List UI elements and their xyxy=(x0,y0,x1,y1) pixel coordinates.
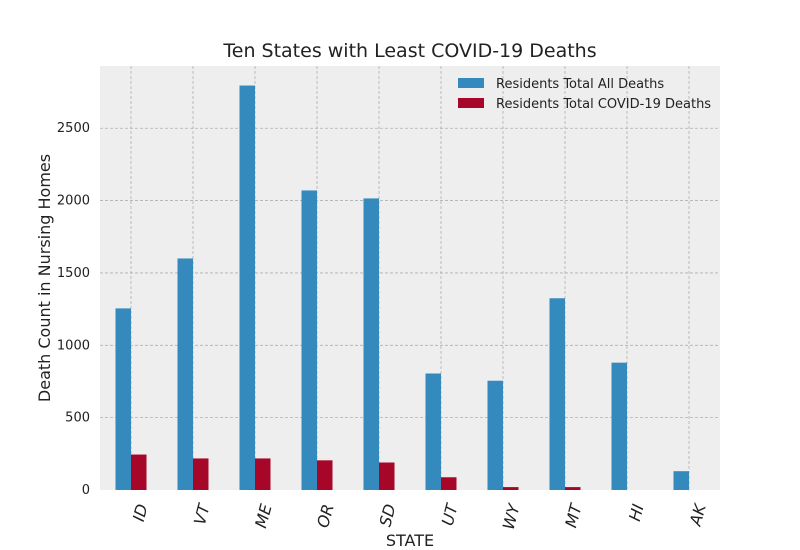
x-tick-label: UT xyxy=(438,501,462,528)
x-tick-label: HI xyxy=(625,502,648,523)
x-tick-label: WY xyxy=(499,501,524,532)
y-tick-label: 0 xyxy=(82,483,90,498)
bar-me-covid-deaths xyxy=(255,458,271,490)
y-tick-label: 1000 xyxy=(57,338,90,353)
x-axis-label: STATE xyxy=(386,531,434,550)
bar-id-all-deaths xyxy=(115,308,131,490)
bars xyxy=(115,85,689,491)
bar-ak-all-deaths xyxy=(673,471,689,490)
x-tick-label: AK xyxy=(686,501,711,529)
bar-vt-all-deaths xyxy=(177,258,193,490)
grid xyxy=(100,66,720,490)
x-tick-label: MT xyxy=(561,501,586,530)
y-axis-ticks: 0 500 1000 1500 2000 2500 xyxy=(57,121,90,498)
x-tick-label: ME xyxy=(251,501,276,530)
legend-label-covid-deaths: Residents Total COVID-19 Deaths xyxy=(496,97,711,112)
bar-wy-all-deaths xyxy=(487,380,503,490)
bar-sd-all-deaths xyxy=(363,198,379,491)
bar-mt-covid-deaths xyxy=(565,487,581,490)
legend: Residents Total All Deaths Residents Tot… xyxy=(458,77,711,112)
x-axis-ticks: ID VT ME OR SD UT WY MT HI AK xyxy=(129,501,710,532)
chart-title: Ten States with Least COVID-19 Deaths xyxy=(222,40,596,62)
legend-label-all-deaths: Residents Total All Deaths xyxy=(496,77,664,92)
bar-or-covid-deaths xyxy=(317,460,333,490)
y-tick-label: 2000 xyxy=(57,194,90,209)
legend-swatch-all-deaths xyxy=(458,78,484,88)
x-tick-label: ID xyxy=(129,502,152,523)
bar-ut-covid-deaths xyxy=(441,477,457,490)
bar-id-covid-deaths xyxy=(131,454,147,490)
x-tick-label: OR xyxy=(313,502,337,530)
y-tick-label: 500 xyxy=(65,411,90,426)
y-axis-label: Death Count in Nursing Homes xyxy=(35,154,54,402)
bar-wy-covid-deaths xyxy=(503,487,519,490)
bar-me-all-deaths xyxy=(239,85,255,491)
bar-or-all-deaths xyxy=(301,190,317,491)
x-tick-label: SD xyxy=(376,502,400,529)
legend-swatch-covid-deaths xyxy=(458,98,484,108)
bar-vt-covid-deaths xyxy=(193,458,209,490)
y-tick-label: 2500 xyxy=(57,121,90,136)
bar-mt-all-deaths xyxy=(549,298,565,490)
x-tick-label: VT xyxy=(190,501,214,527)
bar-hi-all-deaths xyxy=(611,362,627,490)
bar-sd-covid-deaths xyxy=(379,462,395,490)
y-tick-label: 1500 xyxy=(57,266,90,281)
bar-ut-all-deaths xyxy=(425,373,441,490)
